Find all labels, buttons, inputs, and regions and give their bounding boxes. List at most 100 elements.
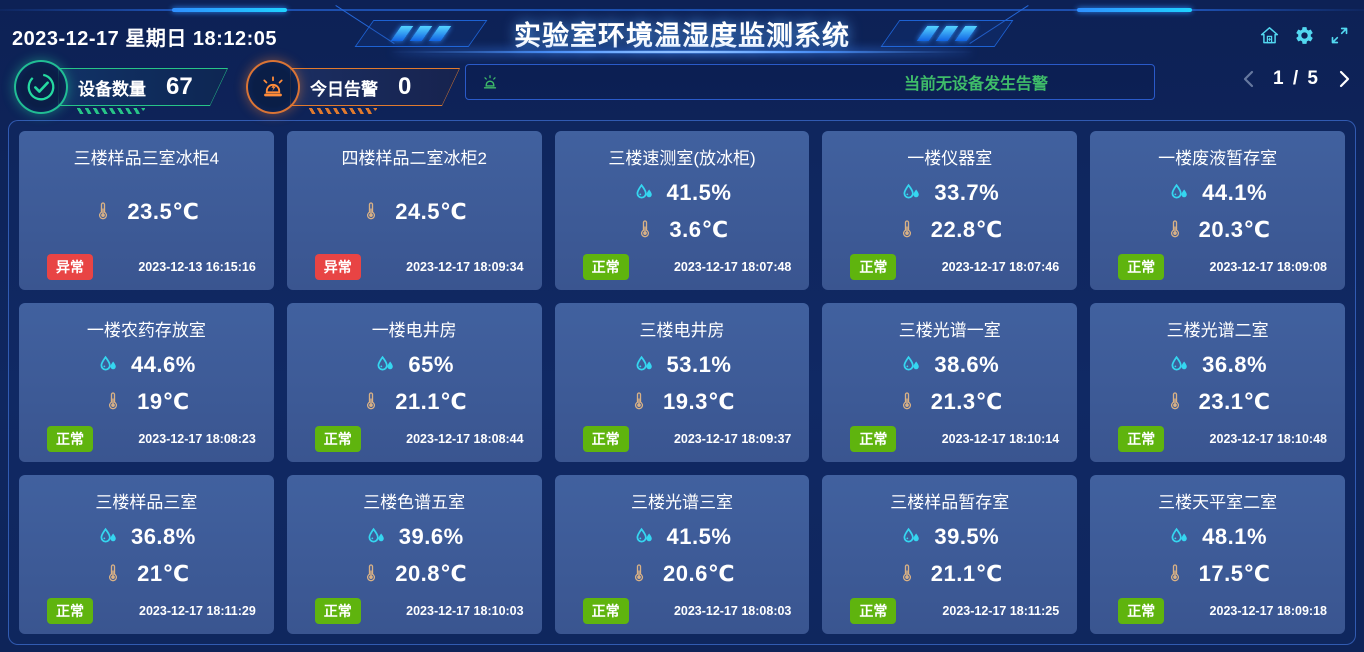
header-accent-segment-right (1077, 8, 1192, 12)
temperature-row: 21.3℃ (897, 389, 1003, 415)
sensor-card[interactable]: 三楼光谱一室 38.6% 21.3℃ 正常 2023-12-17 18:10:1… (822, 303, 1078, 462)
humidity-value: 39.6% (398, 524, 464, 549)
room-name: 一楼仪器室 (907, 149, 993, 168)
sensor-card[interactable]: 三楼色谱五室 39.6% 20.8℃ 正常 2023-12-17 18:10:0… (286, 475, 542, 634)
sensor-card[interactable]: 三楼样品三室冰柜4 23.5℃ 异常 2023-12-13 16:15:16 (19, 131, 274, 290)
room-name: 三楼色谱五室 (363, 493, 466, 512)
room-name: 一楼农药存放室 (86, 321, 206, 340)
humidity-icon (1168, 182, 1190, 204)
temperature-row: 24.5℃ (361, 199, 467, 225)
page-indicator: 1 / 5 (1273, 68, 1320, 89)
room-name: 一楼废液暂存室 (1158, 149, 1278, 168)
card-panel: 三楼样品三室冰柜4 23.5℃ 异常 2023-12-13 16:15:16 四… (8, 120, 1356, 645)
capsule-fill (59, 69, 227, 105)
pagination: 1 / 5 (1241, 68, 1352, 90)
room-name: 三楼样品暂存室 (890, 493, 1010, 512)
humidity-value: 44.6% (130, 352, 196, 377)
humidity-icon (900, 182, 922, 204)
humidity-icon (900, 526, 922, 548)
device-count-stat: 设备数量 67 (14, 60, 228, 114)
sensor-card[interactable]: 三楼样品三室 36.8% 21℃ 正常 2023-12-17 18:11:29 (19, 475, 274, 634)
home-icon[interactable] (1259, 25, 1280, 46)
temperature-value: 21.1℃ (930, 561, 1003, 586)
sensor-card[interactable]: 三楼光谱三室 41.5% 20.6℃ 正常 2023-12-17 18:08:0… (554, 475, 810, 634)
timestamp: 2023-12-17 18:08:44 (406, 432, 524, 446)
alert-bar: 当前无设备发生告警 (465, 64, 1155, 100)
humidity-value: 53.1% (666, 352, 732, 377)
sensor-card[interactable]: 一楼仪器室 33.7% 22.8℃ 正常 2023-12-17 18:07:46 (822, 131, 1078, 290)
temperature-value: 20.6℃ (663, 561, 735, 586)
page-title: 实验室环境温湿度监测系统 (514, 21, 850, 51)
humidity-value: 48.1% (1202, 524, 1268, 549)
temperature-value: 21℃ (137, 561, 190, 586)
room-name: 三楼样品三室冰柜4 (73, 149, 220, 168)
temperature-value: 3.6℃ (669, 217, 729, 242)
temperature-row: 20.8℃ (361, 561, 467, 587)
thermometer-icon (93, 201, 115, 223)
timestamp: 2023-12-17 18:08:03 (673, 604, 792, 618)
sensor-card[interactable]: 一楼电井房 65% 21.1℃ 正常 2023-12-17 18:08:44 (286, 303, 542, 462)
status-badge: 异常 (47, 254, 93, 280)
sensor-card[interactable]: 一楼农药存放室 44.6% 19℃ 正常 2023-12-17 18:08:23 (19, 303, 274, 462)
status-badge: 正常 (850, 254, 897, 280)
thermometer-icon (629, 391, 651, 413)
thermometer-icon (361, 563, 383, 585)
header-icons (1259, 25, 1350, 46)
next-page-button[interactable] (1336, 68, 1352, 90)
sensor-card[interactable]: 四楼样品二室冰柜2 24.5℃ 异常 2023-12-17 18:09:34 (286, 131, 542, 290)
header-top-line (0, 9, 1364, 11)
header-accent-segment-left (172, 8, 287, 12)
humidity-row: 41.5% (633, 524, 732, 550)
humidity-row: 65% (374, 352, 454, 378)
decor-slashes-right (880, 20, 1014, 47)
thermometer-icon (629, 563, 651, 585)
humidity-row: 33.7% (900, 180, 999, 206)
humidity-icon (1168, 526, 1190, 548)
temperature-value: 20.8℃ (395, 561, 468, 586)
temperature-row: 22.8℃ (897, 217, 1003, 243)
status-badge: 正常 (47, 426, 93, 452)
thermometer-icon (103, 563, 125, 585)
humidity-icon (633, 182, 655, 204)
temperature-value: 19℃ (137, 389, 190, 414)
humidity-icon (900, 354, 922, 376)
timestamp: 2023-12-17 18:09:08 (1209, 260, 1327, 274)
sensor-card[interactable]: 三楼速测室(放冰柜) 41.5% 3.6℃ 正常 2023-12-17 18:0… (554, 131, 810, 290)
sensor-card[interactable]: 三楼电井房 53.1% 19.3℃ 正常 2023-12-17 18:09:37 (554, 303, 810, 462)
prev-page-button[interactable] (1241, 68, 1257, 90)
thermometer-icon (1165, 391, 1187, 413)
room-name: 三楼光谱一室 (898, 321, 1001, 340)
datetime: 2023-12-17 星期日 18:12:05 (12, 28, 277, 50)
card-grid: 三楼样品三室冰柜4 23.5℃ 异常 2023-12-13 16:15:16 四… (19, 131, 1345, 634)
temperature-row: 19℃ (103, 389, 190, 415)
sensor-card[interactable]: 三楼样品暂存室 39.5% 21.1℃ 正常 2023-12-17 18:11:… (822, 475, 1078, 634)
temperature-row: 17.5℃ (1165, 561, 1271, 587)
gear-icon[interactable] (1294, 25, 1315, 46)
humidity-row: 38.6% (900, 352, 999, 378)
temperature-row: 19.3℃ (629, 389, 735, 415)
alarm-siren-icon (246, 60, 300, 114)
sensor-card[interactable]: 三楼天平室二室 48.1% 17.5℃ 正常 2023-12-17 18:09:… (1090, 475, 1345, 634)
humidity-value: 36.8% (130, 524, 196, 549)
timestamp: 2023-12-17 18:10:48 (1209, 432, 1327, 446)
temperature-row: 23.1℃ (1165, 389, 1271, 415)
room-name: 三楼天平室二室 (1158, 493, 1278, 512)
thermometer-icon (361, 201, 383, 223)
timestamp: 2023-12-13 16:15:16 (138, 260, 256, 274)
status-badge: 正常 (582, 426, 629, 452)
today-alarm-value: 0 (398, 73, 412, 100)
sensor-card[interactable]: 一楼废液暂存室 44.1% 20.3℃ 正常 2023-12-17 18:09:… (1090, 131, 1345, 290)
status-badge: 正常 (1118, 254, 1165, 280)
sensor-card[interactable]: 三楼光谱二室 36.8% 23.1℃ 正常 2023-12-17 18:10:4… (1090, 303, 1345, 462)
humidity-row: 53.1% (633, 352, 732, 378)
room-name: 三楼光谱二室 (1166, 321, 1269, 340)
timestamp: 2023-12-17 18:09:37 (673, 432, 792, 446)
temperature-value: 23.1℃ (1198, 389, 1271, 414)
temperature-value: 17.5℃ (1198, 561, 1271, 586)
humidity-icon (365, 526, 387, 548)
humidity-row: 39.6% (365, 524, 464, 550)
timestamp: 2023-12-17 18:07:46 (941, 260, 1060, 274)
fullscreen-icon[interactable] (1329, 25, 1350, 46)
humidity-row: 48.1% (1168, 524, 1267, 550)
temperature-row: 3.6℃ (635, 217, 728, 243)
